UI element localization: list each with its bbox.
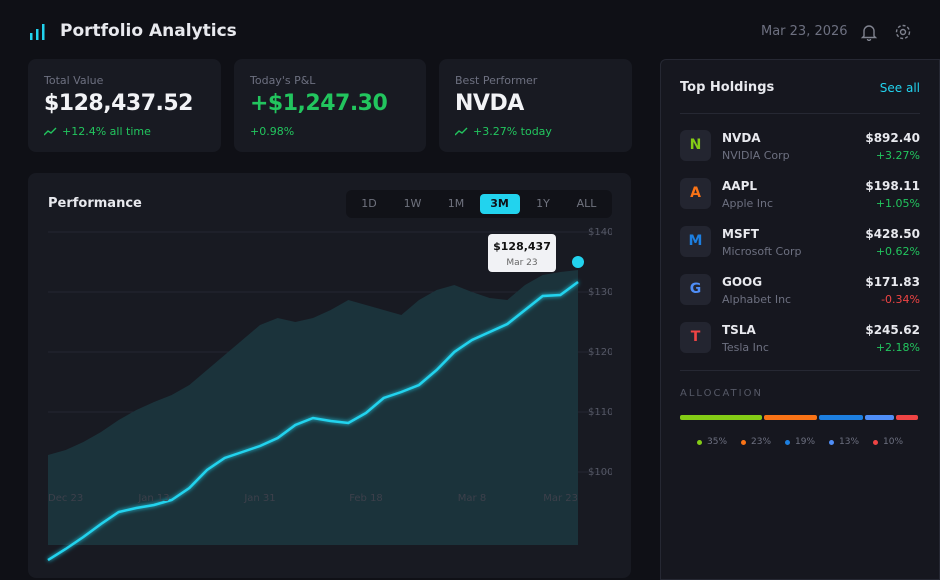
allocation-segment [680, 415, 762, 420]
allocation-segment [864, 415, 894, 420]
logo-icon [30, 24, 45, 40]
trend-icon [455, 127, 468, 136]
holding-name: Apple Inc [722, 197, 774, 210]
legend-label: 13% [839, 437, 860, 447]
range-button[interactable]: 3M [479, 194, 520, 214]
allocation-legend: 35% [697, 437, 727, 447]
holding-price: $171.83 [865, 275, 920, 289]
stat-card: Today's P&L +$1,247.30 +0.98% [234, 59, 426, 152]
settings-icon[interactable] [894, 23, 912, 41]
holding-row[interactable]: M MSFT Microsoft Corp $428.50 +0.62% [680, 226, 920, 260]
stat-change: +0.98% [250, 125, 294, 138]
legend-dot [785, 439, 790, 445]
holding-row[interactable]: T TSLA Tesla Inc $245.62 +2.18% [680, 322, 920, 356]
stat-change-text: +3.27% today [473, 125, 552, 138]
holding-icon: T [680, 322, 711, 353]
legend-label: 23% [751, 437, 772, 447]
trend-line [44, 127, 57, 136]
range-button[interactable]: 1Y [536, 197, 550, 210]
performance-card: Performance 1D 1W 1M 3M 1Y ALL [28, 173, 631, 578]
trend-icon [44, 127, 57, 136]
range-button[interactable]: 1W [403, 197, 422, 210]
allocation-legend: 10% [873, 437, 903, 447]
holding-row[interactable]: N NVDA NVIDIA Corp $892.40 +3.27% [680, 130, 920, 164]
holding-symbol: MSFT [722, 227, 759, 241]
stat-label: Best Performer [455, 74, 538, 87]
holding-change: +2.18% [875, 341, 920, 354]
stat-card: Best Performer NVDA +3.27% today [439, 59, 632, 152]
stat-change: +12.4% all time [44, 125, 151, 138]
legend-dot [697, 439, 702, 445]
holding-row[interactable]: A AAPL Apple Inc $198.11 +1.05% [680, 178, 920, 212]
stat-value: $128,437.52 [44, 91, 193, 116]
legend-dot [741, 439, 746, 445]
holding-name: Alphabet Inc [722, 293, 792, 306]
allocation-segment [896, 415, 918, 420]
app-title: Portfolio Analytics [60, 21, 237, 41]
allocation-segment [819, 415, 863, 420]
allocation-legend: 19% [785, 437, 815, 447]
legend-dot [873, 439, 878, 445]
stat-label: Today's P&L [250, 74, 316, 87]
legend-label: 35% [707, 437, 728, 447]
range-button[interactable]: 1M [447, 197, 465, 210]
holding-symbol: TSLA [722, 323, 756, 337]
see-all-link[interactable]: See all [879, 81, 920, 95]
legend-label: 19% [795, 437, 816, 447]
range-button[interactable]: 1D [361, 197, 377, 210]
holding-change: +1.05% [875, 197, 920, 210]
holding-icon: A [680, 178, 711, 209]
holding-name: Tesla Inc [722, 341, 769, 354]
stat-label: Total Value [44, 74, 104, 87]
holding-symbol: GOOG [722, 275, 763, 289]
divider [680, 113, 920, 114]
stat-value: NVDA [455, 91, 524, 116]
allocation-legend: 13% [829, 437, 859, 447]
holding-price: $892.40 [865, 131, 920, 145]
allocation-legend: 23% [741, 437, 771, 447]
holding-symbol: AAPL [722, 179, 758, 193]
holding-symbol: NVDA [722, 131, 761, 145]
holding-name: NVIDIA Corp [722, 149, 790, 162]
range-button[interactable]: ALL [576, 197, 597, 210]
holding-price: $245.62 [865, 323, 920, 337]
date: Mar 23, 2026 [761, 24, 848, 39]
divider [680, 370, 920, 371]
trend-line [455, 127, 468, 136]
legend-dot [829, 439, 834, 445]
holding-change: -0.34% [881, 293, 920, 306]
stat-value: +$1,247.30 [250, 91, 388, 116]
allocation-title: ALLOCATION [680, 388, 763, 399]
bell-icon[interactable] [860, 23, 878, 41]
allocation-segment [764, 415, 818, 420]
holding-change: +3.27% [875, 149, 920, 162]
holding-price: $428.50 [865, 227, 920, 241]
legend-label: 10% [883, 437, 904, 447]
holding-change: +0.62% [875, 245, 920, 258]
holding-icon: N [680, 130, 711, 161]
holding-icon: M [680, 226, 711, 257]
holding-icon: G [680, 274, 711, 305]
stat-card: Total Value $128,437.52 +12.4% all time [28, 59, 221, 152]
stat-change-text: +12.4% all time [62, 125, 151, 138]
holding-price: $198.11 [865, 179, 920, 193]
holding-name: Microsoft Corp [722, 245, 802, 258]
range-selector: 1D 1W 1M 3M 1Y ALL [346, 190, 612, 218]
holding-row[interactable]: G GOOG Alphabet Inc $171.83 -0.34% [680, 274, 920, 308]
holdings-title: Top Holdings [680, 80, 775, 95]
chart-title: Performance [48, 196, 142, 211]
stat-change: +3.27% today [455, 125, 552, 138]
stat-change-text: +0.98% [250, 125, 295, 138]
